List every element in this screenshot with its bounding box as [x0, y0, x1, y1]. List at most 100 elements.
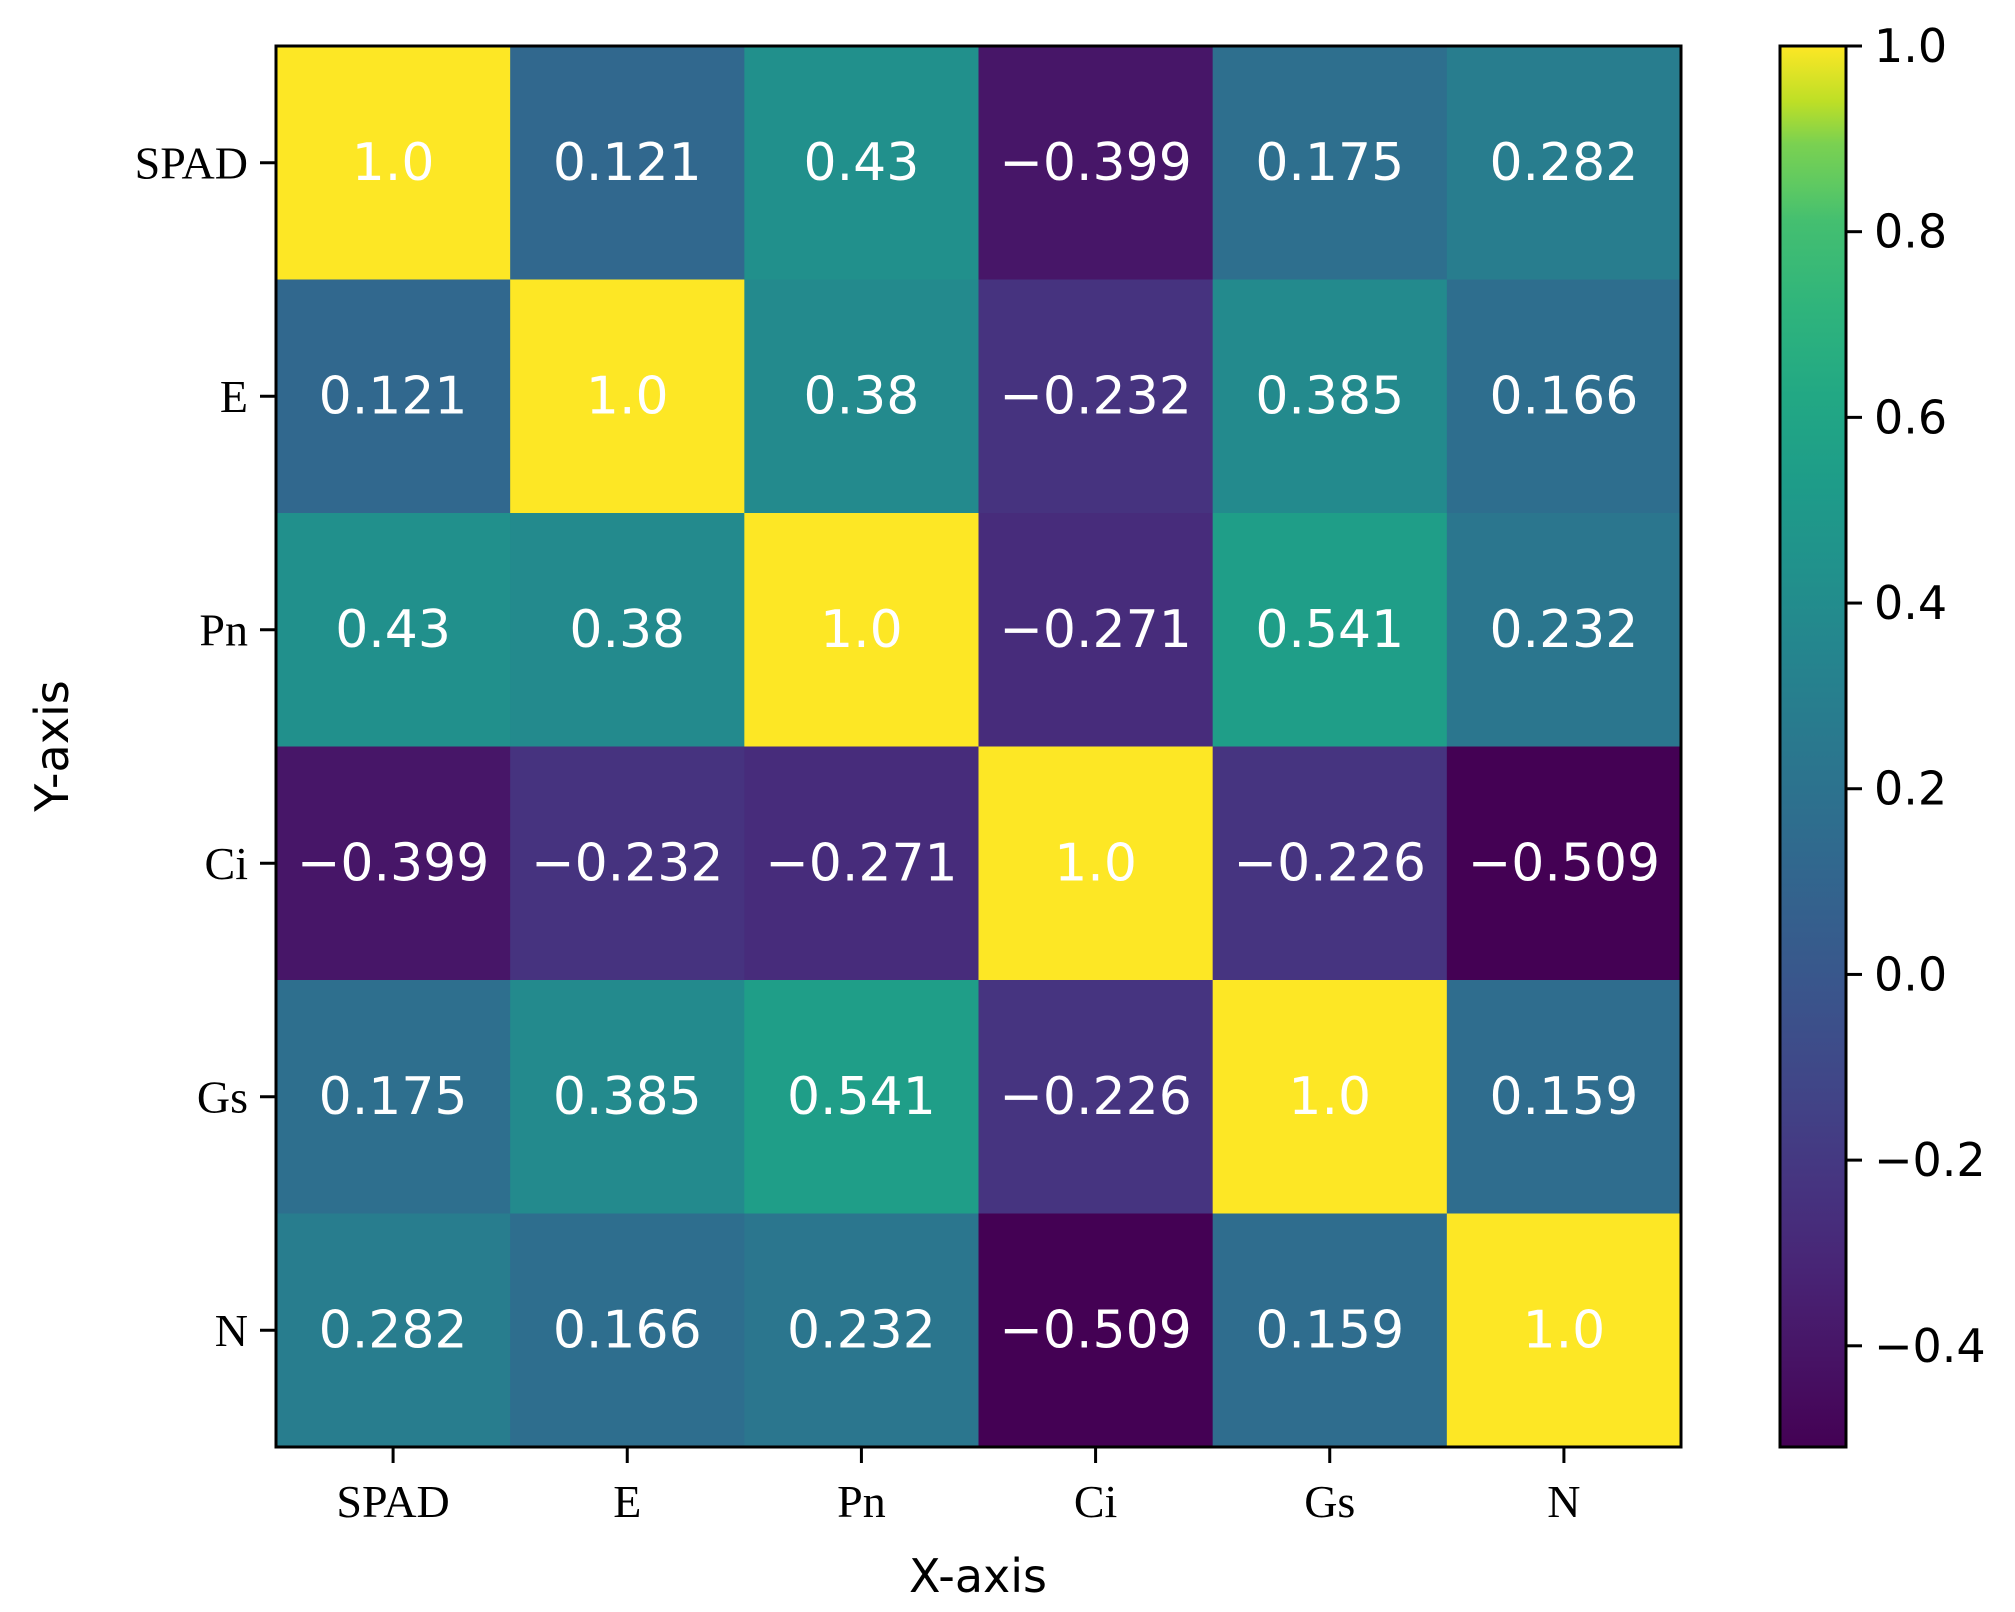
x-axis-ticks: SPAD E Pn Ci Gs N: [336, 1447, 1581, 1527]
heatmap-cell: [744, 279, 980, 514]
heatmap-cell-labels: 1.0 0.121 0.43 −0.399 0.175 0.282 0.121 1.0 0.38…: [297, 133, 1660, 1361]
heatmap-cell-label: −0.226: [1234, 833, 1426, 893]
colorbar-tick-label: −0.4: [1874, 1319, 1986, 1373]
x-tick-label: Ci: [1074, 1476, 1117, 1527]
heatmap-cell-label: 1.0: [586, 366, 669, 426]
heatmap-cell: [510, 46, 745, 281]
heatmap-cell: [744, 746, 980, 981]
heatmap-cell: [1446, 513, 1682, 748]
heatmap-cell-label: −0.399: [999, 133, 1191, 193]
heatmap-cell-label: −0.509: [999, 1300, 1191, 1360]
heatmap-cell: [978, 1213, 1214, 1448]
colorbar-tick-label: 0.2: [1874, 762, 1947, 816]
heatmap-cell-label: 0.385: [1255, 366, 1404, 426]
heatmap-cell-label: 0.232: [787, 1300, 936, 1360]
heatmap-cell-label: 0.385: [553, 1067, 702, 1127]
heatmap-cell-label: 0.541: [1255, 600, 1404, 660]
colorbar-tick-label: 0.6: [1874, 390, 1947, 444]
heatmap-cell-label: 0.175: [319, 1067, 468, 1127]
heatmap-cell: [744, 980, 980, 1215]
colorbar-tick-label: 0.0: [1874, 947, 1947, 1001]
heatmap-cell-label: −0.232: [531, 833, 723, 893]
colorbar-tick-label: 0.4: [1874, 576, 1947, 630]
heatmap-cell-label: 1.0: [820, 600, 903, 660]
heatmap-cell: [276, 46, 511, 281]
x-tick-label: SPAD: [336, 1476, 449, 1527]
heatmap-cell: [1212, 46, 1448, 281]
heatmap-cell-label: 0.159: [1255, 1300, 1404, 1360]
heatmap-cell: [1212, 279, 1448, 514]
heatmap-cell-label: 0.43: [804, 133, 920, 193]
heatmap-cell: [1212, 980, 1448, 1215]
x-tick-label: Pn: [837, 1476, 886, 1527]
heatmap-cell-label: 0.38: [804, 366, 920, 426]
x-tick-label: E: [613, 1476, 641, 1527]
y-tick-label: Pn: [199, 604, 248, 655]
heatmap-cell-label: 1.0: [352, 133, 435, 193]
heatmap-cell: [744, 46, 980, 281]
heatmap-cell: [276, 746, 511, 981]
heatmap-cell-label: 1.0: [1523, 1300, 1606, 1360]
colorbar-tick-label: −0.2: [1874, 1133, 1986, 1187]
y-tick-label: Ci: [205, 838, 248, 889]
x-axis-label: X-axis: [909, 1549, 1047, 1603]
colorbar: 1.0 0.8 0.6 0.4 0.2 0.0 −0.2 −0.4: [1778, 19, 1986, 1449]
colorbar-gradient: [1778, 44, 1848, 1449]
heatmap-cell-label: 0.232: [1489, 600, 1638, 660]
heatmap-cell: [1446, 1213, 1682, 1448]
heatmap-cell-label: 0.282: [1489, 133, 1638, 193]
heatmap-cell-label: 0.282: [319, 1300, 468, 1360]
heatmap-cell: [1446, 46, 1682, 281]
heatmap-cell: [978, 746, 1214, 981]
colorbar-tick-label: 1.0: [1874, 19, 1947, 73]
heatmap-cell-label: −0.271: [765, 833, 957, 893]
y-tick-label: E: [220, 371, 248, 422]
y-tick-label: N: [215, 1305, 248, 1356]
heatmap-cell-label: 0.43: [335, 600, 451, 660]
heatmap-cell: [1446, 746, 1682, 981]
heatmap-cell: [1212, 1213, 1448, 1448]
y-tick-label: SPAD: [135, 137, 248, 188]
heatmap-cell-label: −0.399: [297, 833, 489, 893]
plot-frame: [274, 44, 1683, 1449]
colorbar-tick-label: 0.8: [1874, 205, 1947, 259]
heatmap-cell: [276, 513, 511, 748]
heatmap-cell: [1212, 513, 1448, 748]
heatmap-cell-label: −0.226: [999, 1067, 1191, 1127]
y-axis-ticks: SPAD E Pn Ci Gs N: [135, 137, 276, 1356]
heatmap-cell-label: −0.232: [999, 366, 1191, 426]
heatmap-cell: [1212, 746, 1448, 981]
heatmap-cell-label: 0.166: [1489, 366, 1638, 426]
heatmap-cell-label: 0.121: [319, 366, 468, 426]
heatmap-cell-label: 0.166: [553, 1300, 702, 1360]
x-tick-label: N: [1547, 1476, 1580, 1527]
heatmap-cell-label: 1.0: [1054, 833, 1137, 893]
heatmap-cell-label: 0.38: [569, 600, 685, 660]
heatmap-cell: [744, 513, 980, 748]
heatmap-cell: [510, 513, 745, 748]
heatmap-cell: [510, 1213, 745, 1448]
heatmap-cell-label: 1.0: [1288, 1067, 1371, 1127]
heatmap-cell: [510, 279, 745, 514]
heatmap-cell: [510, 746, 745, 981]
heatmap-cell: [978, 279, 1214, 514]
y-tick-label: Gs: [197, 1071, 248, 1122]
heatmap-cell-label: 0.159: [1489, 1067, 1638, 1127]
heatmap-cell-label: 0.121: [553, 133, 702, 193]
heatmap-cell-label: −0.509: [1468, 833, 1660, 893]
heatmap-cell: [1446, 279, 1682, 514]
y-axis-label: Y-axis: [25, 680, 79, 812]
heatmap-cell: [510, 980, 745, 1215]
heatmap-cell: [276, 1213, 511, 1448]
heatmap-cell: [276, 279, 511, 514]
x-tick-label: Gs: [1304, 1476, 1355, 1527]
heatmap-cell: [978, 513, 1214, 748]
heatmap-cell: [978, 980, 1214, 1215]
heatmap-cell-label: 0.175: [1255, 133, 1404, 193]
heatmap-cell: [276, 980, 511, 1215]
heatmap-cell: [978, 46, 1214, 281]
heatmap-cell-label: −0.271: [999, 600, 1191, 660]
colorbar-ticks: 1.0 0.8 0.6 0.4 0.2 0.0 −0.2 −0.4: [1846, 19, 1986, 1373]
heatmap-cell: [744, 1213, 980, 1448]
